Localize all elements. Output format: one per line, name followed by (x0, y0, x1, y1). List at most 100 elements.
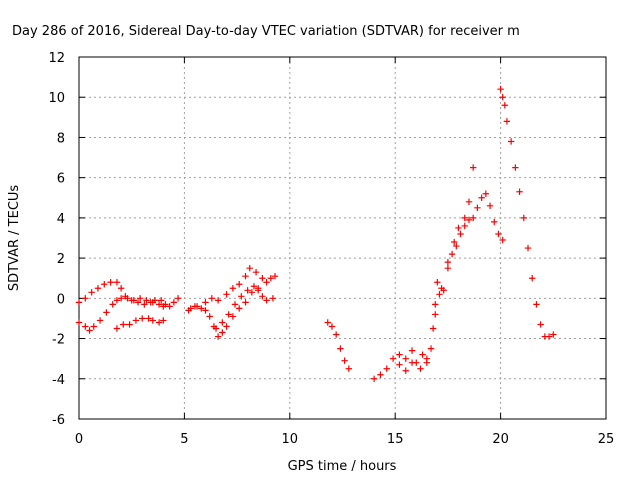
data-point (130, 297, 138, 304)
x-tick-label: 25 (598, 432, 615, 447)
data-point (474, 204, 481, 212)
data-point (242, 299, 249, 306)
data-point (427, 345, 435, 352)
data-point (113, 297, 121, 304)
data-point (124, 295, 131, 302)
data-point (113, 279, 121, 286)
data-point (155, 301, 163, 308)
data-point (461, 222, 468, 230)
data-point (501, 102, 509, 109)
data-point (423, 359, 431, 366)
data-point (341, 357, 348, 364)
data-point (537, 321, 544, 328)
data-point (174, 295, 182, 302)
data-point (107, 279, 114, 286)
data-point (94, 285, 102, 292)
data-point (223, 323, 230, 330)
data-point (491, 218, 498, 226)
data-point (113, 325, 121, 332)
data-point (497, 85, 504, 93)
data-point (149, 317, 156, 324)
data-point (160, 303, 167, 310)
data-point (248, 289, 256, 296)
data-point (457, 230, 464, 238)
data-point (141, 301, 148, 308)
x-tick-label: 15 (387, 432, 404, 447)
data-point (499, 94, 506, 101)
data-point (545, 333, 553, 340)
data-point (193, 303, 201, 310)
y-tick-label: -6 (52, 413, 65, 428)
data-point (103, 309, 110, 316)
data-point (75, 299, 83, 306)
data-point (432, 311, 439, 318)
data-point (550, 331, 557, 338)
data-points (75, 85, 557, 382)
data-point (208, 295, 216, 302)
data-point (117, 295, 125, 302)
data-point (223, 291, 230, 298)
data-point (402, 355, 409, 362)
data-point (149, 299, 156, 306)
y-tick-label: 8 (57, 131, 65, 146)
y-tick-label: 0 (57, 292, 65, 307)
data-point (120, 321, 127, 328)
data-point (444, 258, 452, 266)
data-point (408, 347, 416, 354)
data-point (202, 307, 209, 314)
data-point (461, 214, 468, 222)
data-point (158, 297, 165, 304)
data-point (96, 317, 104, 324)
x-tick-label: 0 (75, 432, 83, 447)
data-point (419, 351, 426, 358)
data-point (187, 305, 194, 312)
data-point (267, 275, 275, 282)
data-point (101, 281, 108, 288)
x-tick-label: 10 (282, 432, 299, 447)
data-point (214, 297, 222, 304)
x-tick-label: 20 (492, 432, 509, 447)
data-point (166, 303, 173, 310)
data-point (432, 301, 439, 308)
data-point (507, 138, 515, 145)
y-tick-label: 6 (57, 172, 65, 187)
data-point (396, 361, 403, 368)
data-point (503, 118, 511, 125)
data-point (345, 365, 353, 372)
data-point (244, 287, 251, 294)
data-point (436, 291, 443, 298)
grid-lines (79, 57, 606, 419)
data-point (236, 281, 243, 288)
data-point (465, 198, 473, 205)
y-tick-label: -4 (52, 373, 65, 388)
data-point (408, 359, 416, 366)
data-point (377, 371, 384, 378)
data-point (499, 236, 506, 244)
data-point (88, 289, 95, 296)
data-point (429, 325, 437, 332)
data-point (82, 295, 89, 302)
data-point (136, 295, 144, 302)
data-point (143, 297, 150, 304)
data-point (451, 238, 458, 246)
data-point (263, 279, 270, 286)
data-point (495, 230, 502, 238)
data-point (524, 244, 532, 252)
data-point (438, 285, 445, 292)
y-tick-label: 10 (48, 91, 65, 106)
data-point (238, 293, 245, 300)
y-tick-label: 2 (57, 252, 65, 267)
data-point (469, 214, 477, 222)
data-point (212, 325, 220, 332)
data-point (86, 327, 93, 334)
data-point (332, 331, 340, 338)
data-point (90, 323, 97, 330)
data-point (520, 214, 527, 222)
data-point (259, 293, 266, 300)
data-point (117, 285, 125, 292)
y-tick-label: 12 (48, 51, 65, 66)
data-point (337, 345, 344, 352)
data-point (82, 323, 89, 330)
data-point (453, 242, 460, 250)
